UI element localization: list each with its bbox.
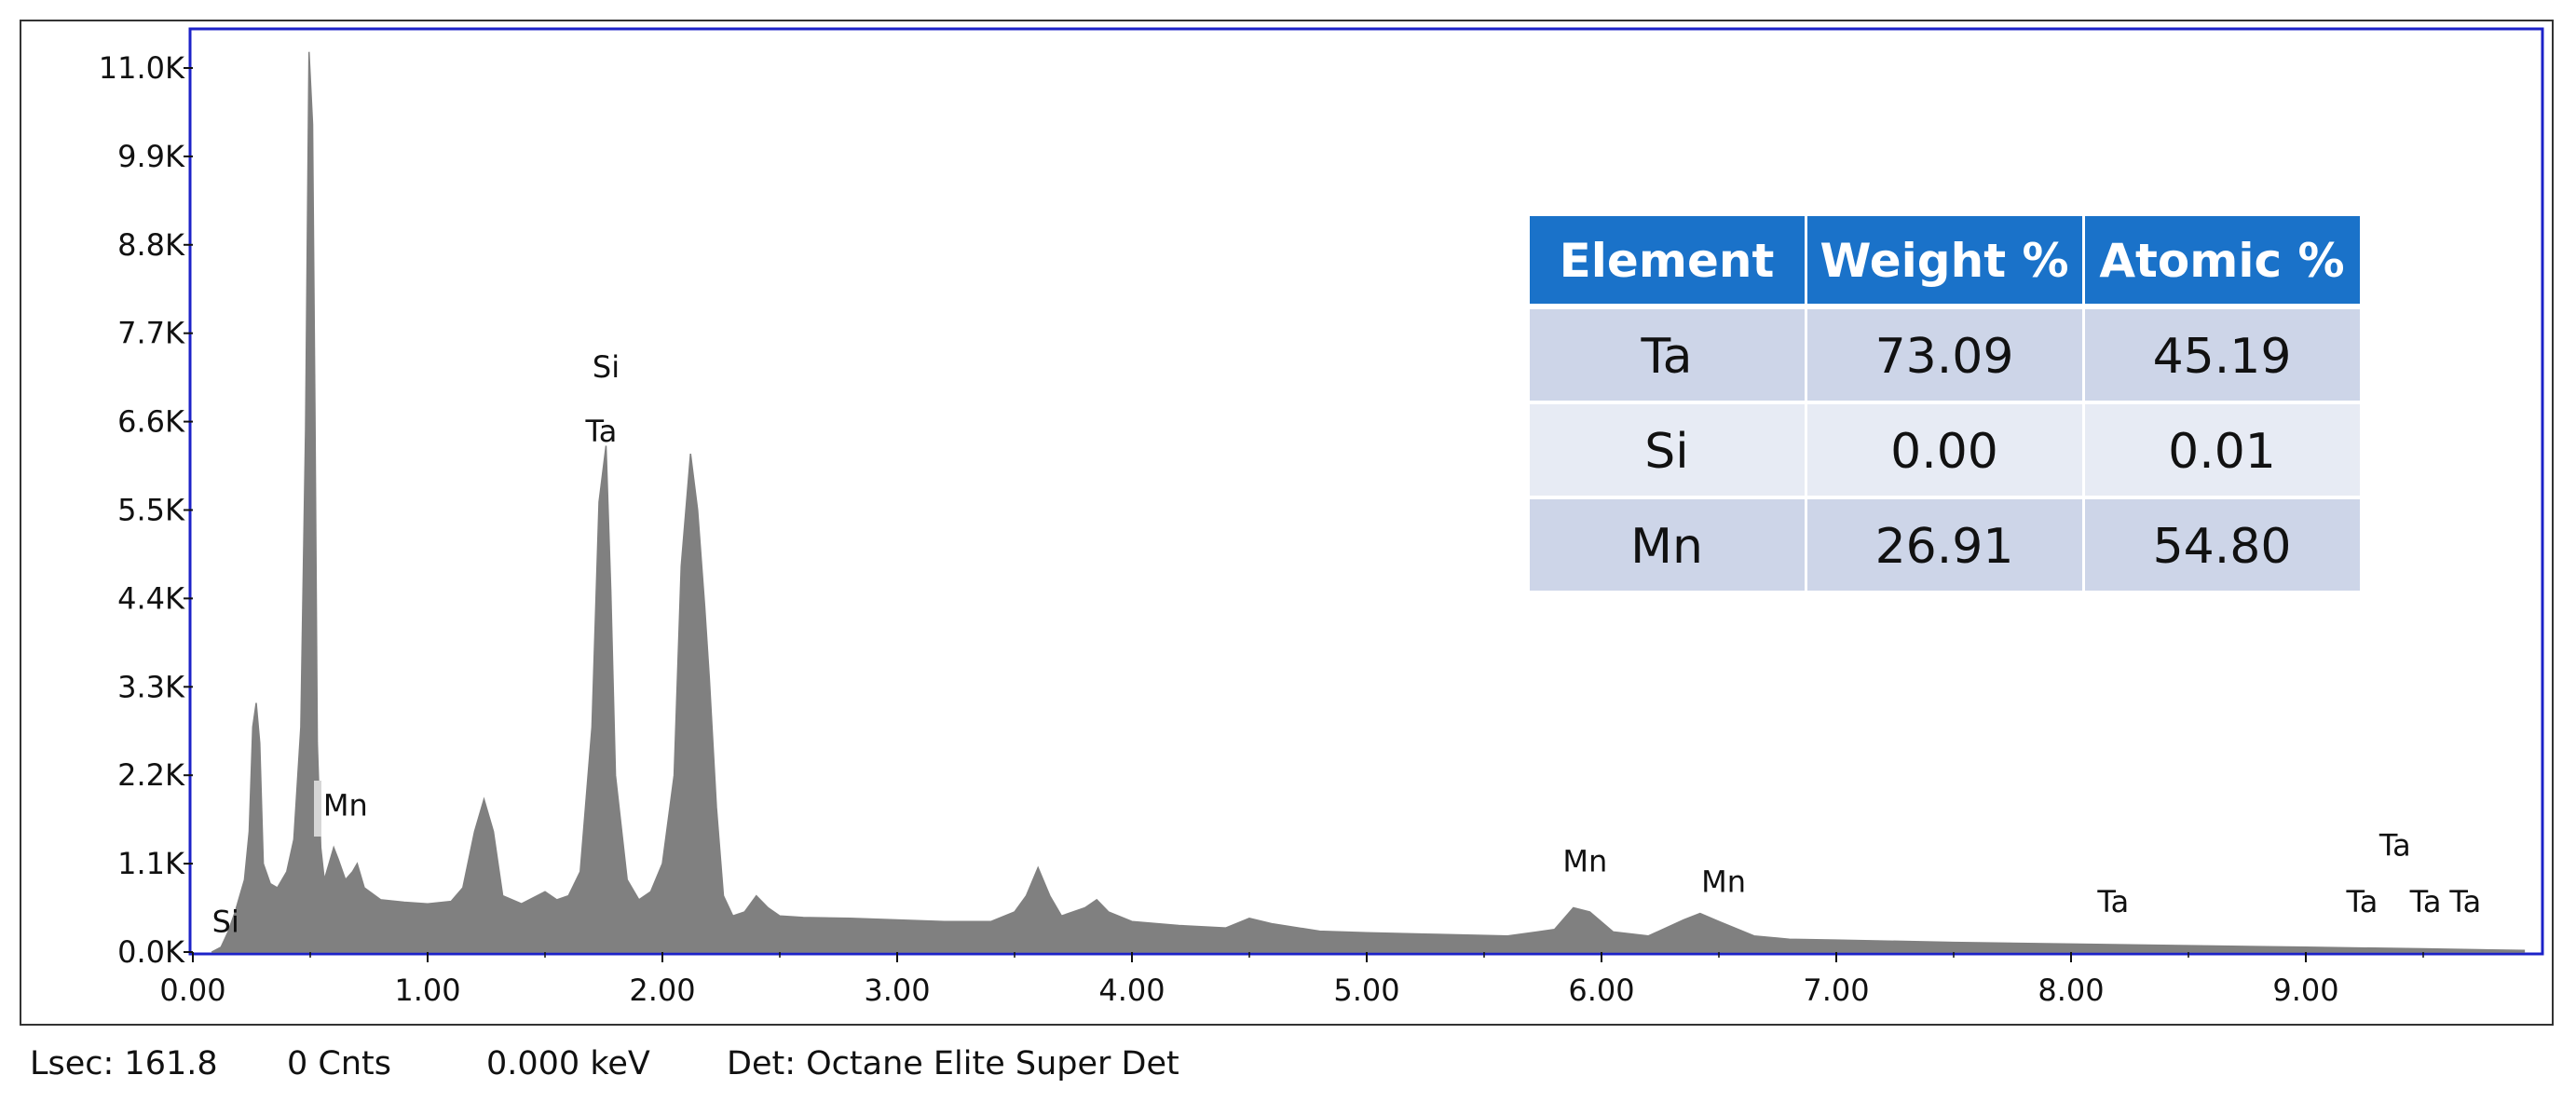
- counts-readout: 0 Cnts: [287, 1045, 391, 1082]
- table-row-1-cell-2: [1807, 309, 2082, 401]
- energy-readout: 0.000 keV: [486, 1045, 650, 1082]
- table-header-cell-element: [1530, 216, 1805, 304]
- x-tick-label: 9.00: [2272, 973, 2338, 1008]
- table-cell-ta-weight: 73.09: [1875, 329, 2014, 385]
- y-tick-label: 3.3K: [117, 669, 185, 704]
- peak-label-mn: Mn: [1701, 864, 1746, 899]
- table-row-2-cell-3: [2085, 404, 2360, 496]
- x-tick-label: 1.00: [394, 973, 460, 1008]
- y-tick-label: 11.0K: [99, 50, 185, 86]
- live-seconds-readout: Lsec: 161.8: [30, 1045, 218, 1082]
- y-axis: 0.0K 1.1K 2.2K 3.3K 4.4K 5.5K 6.6K 7.7K 8.8K 9.9K…: [99, 50, 193, 970]
- y-tick-label: 1.1K: [117, 846, 185, 881]
- spectrum-series: [211, 51, 2526, 953]
- peak-label-si: Si: [593, 349, 620, 385]
- table-cell-mn-weight: 26.91: [1875, 519, 2014, 575]
- peak-label-ta: Ta: [2346, 884, 2378, 919]
- table-header-cell-atomic: [2085, 216, 2360, 304]
- y-tick-label: 5.5K: [117, 493, 185, 528]
- y-tick-label: 6.6K: [117, 404, 185, 440]
- table-cell-si-weight: 0.00: [1890, 424, 1998, 480]
- cursor-marker: [314, 781, 321, 837]
- table-row-3-cell-3: [2085, 499, 2360, 591]
- x-tick-label: 3.00: [864, 973, 930, 1008]
- table-cell-mn-atomic: 54.80: [2153, 519, 2292, 575]
- peak-label-ta: Ta: [2409, 884, 2442, 919]
- x-tick-label: 5.00: [1333, 973, 1399, 1008]
- table-row-3-cell-2: [1807, 499, 2082, 591]
- table-row-2-cell-1: [1530, 404, 1805, 496]
- table-header-element: Element: [1560, 234, 1775, 288]
- x-axis: 0.00 1.00 2.00 3.00 4.00 5.00 6.00 7.00 8.00 9.00: [159, 952, 2424, 1008]
- x-tick-label: 8.00: [2038, 973, 2104, 1008]
- table-row-1-cell-3: [2085, 309, 2360, 401]
- peak-label-si: Si: [212, 904, 239, 939]
- x-tick-label: 0.00: [159, 973, 225, 1008]
- peak-label-ta: Ta: [585, 414, 618, 449]
- y-tick-label: 8.8K: [117, 227, 185, 263]
- table-cell-mn-element: Mn: [1630, 519, 1703, 575]
- peak-label-mn: Mn: [323, 787, 368, 823]
- quant-results-table: Element Weight % Atomic % Ta 73.09 45.19…: [1530, 216, 2360, 591]
- x-tick-label: 2.00: [629, 973, 695, 1008]
- x-tick-label: 7.00: [1803, 973, 1869, 1008]
- status-bar: Lsec: 161.8 0 Cnts 0.000 keV Det: Octane…: [30, 1045, 2545, 1092]
- peak-label-ta: Ta: [2448, 884, 2481, 919]
- y-tick-label: 9.9K: [117, 139, 185, 174]
- table-header-atomic: Atomic %: [2099, 234, 2344, 288]
- table-cell-ta-element: Ta: [1640, 329, 1692, 385]
- table-cell-si-element: Si: [1644, 424, 1688, 480]
- x-tick-label: 4.00: [1098, 973, 1165, 1008]
- table-header-weight: Weight %: [1820, 234, 2068, 288]
- table-row-1-cell-1: [1530, 309, 1805, 401]
- peak-label-ta: Ta: [2378, 827, 2411, 863]
- y-tick-label: 4.4K: [117, 580, 185, 616]
- table-header-cell-weight: [1807, 216, 2082, 304]
- x-tick-label: 6.00: [1568, 973, 1634, 1008]
- table-cell-ta-atomic: 45.19: [2153, 329, 2292, 385]
- y-tick-label: 7.7K: [117, 316, 185, 351]
- spectrum-area-0: [211, 51, 2526, 953]
- peak-label-mn: Mn: [1562, 844, 1607, 879]
- detector-readout: Det: Octane Elite Super Det: [727, 1045, 1179, 1082]
- table-cell-si-atomic: 0.01: [2168, 424, 2276, 480]
- table-row-2-cell-2: [1807, 404, 2082, 496]
- table-row-3-cell-1: [1530, 499, 1805, 591]
- y-tick-label: 0.0K: [117, 934, 185, 970]
- peak-label-ta: Ta: [2096, 884, 2129, 919]
- y-tick-label: 2.2K: [117, 757, 185, 793]
